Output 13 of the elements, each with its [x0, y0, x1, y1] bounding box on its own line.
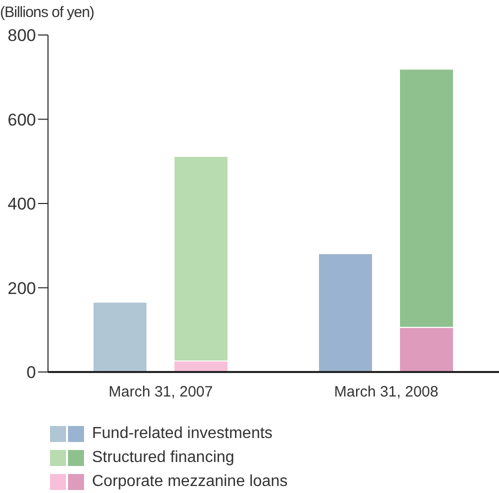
y-tick-label: 400: [8, 194, 36, 214]
x-tick-label: March 31, 2008: [334, 384, 438, 401]
y-axis-title: (Billions of yen): [0, 4, 94, 21]
y-tick-label: 800: [8, 26, 36, 46]
legend-label: Corporate mezzanine loans: [92, 473, 288, 491]
x-tick-label: March 31, 2007: [108, 384, 213, 401]
legend-label: Structured financing: [92, 449, 234, 467]
y-tick-label: 200: [8, 278, 36, 298]
bar: [318, 253, 373, 372]
bar: [92, 302, 148, 372]
y-tick-label: 600: [8, 110, 36, 130]
legend-label: Fund-related investments: [92, 425, 273, 443]
y-tick-label: 0: [26, 363, 36, 382]
